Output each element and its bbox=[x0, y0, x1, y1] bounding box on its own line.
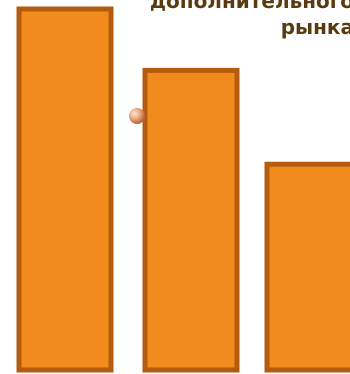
chart-title-line-1: дополнительного bbox=[149, 0, 350, 13]
chart-title-line-2: рынка bbox=[280, 15, 350, 39]
bar-2 bbox=[142, 67, 240, 373]
bar-1 bbox=[16, 6, 114, 373]
marker-dot bbox=[129, 108, 145, 124]
chart-title: дополнительного рынка bbox=[150, 0, 350, 40]
bar-3 bbox=[264, 161, 350, 373]
